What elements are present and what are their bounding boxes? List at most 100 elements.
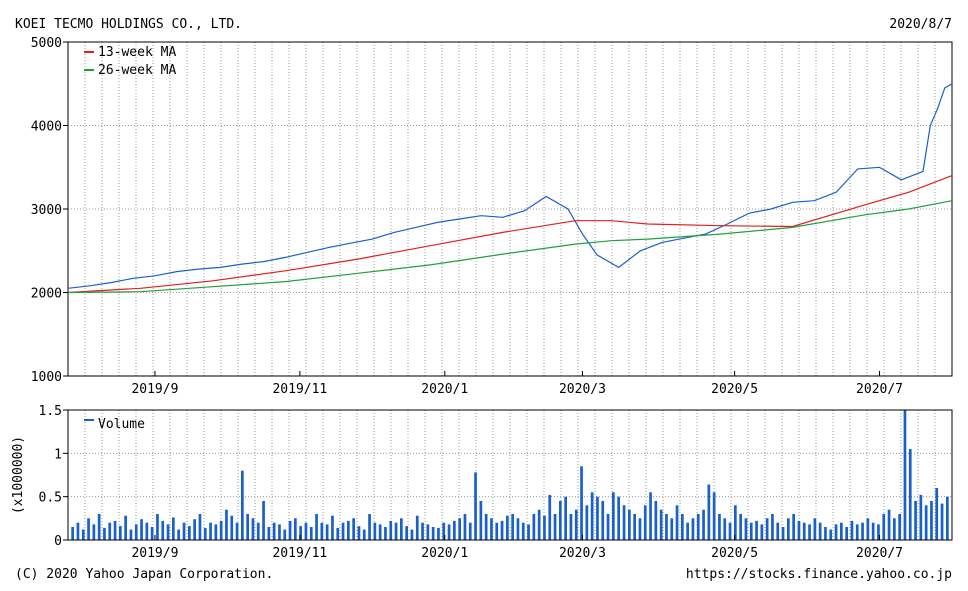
volume-bar <box>336 527 340 540</box>
volume-bar <box>103 527 106 540</box>
volume-bar <box>887 509 891 540</box>
volume-ytick-label: 1.5 <box>39 404 62 419</box>
volume-bar <box>691 518 695 540</box>
volume-bar <box>87 518 90 540</box>
series-line-26-week-ma <box>67 200 953 294</box>
volume-bar <box>617 496 620 540</box>
source-url[interactable]: https://stocks.finance.yahoo.co.jp <box>686 567 952 582</box>
volume-bar <box>182 522 186 540</box>
volume-bar <box>850 520 854 540</box>
volume-bar <box>702 509 705 540</box>
volume-bar <box>400 518 403 540</box>
volume-bar <box>156 514 159 540</box>
volume-bar <box>134 524 138 540</box>
volume-bar <box>670 518 674 540</box>
volume-bar <box>373 522 377 540</box>
volume-bar <box>840 522 843 540</box>
series-line-price <box>67 83 953 289</box>
volume-bar <box>315 514 318 540</box>
copyright-text: (C) 2020 Yahoo Japan Corporation. <box>15 567 273 582</box>
chart-date: 2020/8/7 <box>889 17 952 32</box>
volume-bar <box>479 501 483 540</box>
volume-bar <box>352 518 355 540</box>
legend-entry: 13-week MA <box>98 45 176 60</box>
volume-bar <box>543 515 546 540</box>
volume-bar <box>871 522 875 540</box>
volume-bar <box>384 527 387 540</box>
volume-bar <box>622 505 626 540</box>
volume-bar <box>606 514 610 540</box>
volume-bar <box>341 522 345 540</box>
volume-bar <box>421 522 424 540</box>
volume-bar <box>76 522 80 540</box>
volume-bar <box>707 484 711 540</box>
volume-bar <box>362 529 366 540</box>
volume-bar <box>442 522 446 540</box>
volume-bar <box>813 518 817 540</box>
volume-bar <box>299 526 302 540</box>
volume-bar <box>681 514 684 540</box>
volume-bar <box>357 526 361 540</box>
volume-bar <box>188 526 191 540</box>
volume-bar <box>193 519 196 540</box>
volume-bar <box>235 522 239 540</box>
volume-bar <box>665 514 668 540</box>
volume-bar <box>124 515 127 540</box>
volume-bar <box>638 518 642 540</box>
volume-bar <box>246 514 249 540</box>
volume-bar <box>145 522 149 540</box>
volume-bar <box>749 522 753 540</box>
volume-bar <box>426 524 430 540</box>
volume-bar <box>225 509 228 540</box>
volume-xtick-label: 2020/5 <box>711 546 758 561</box>
volume-bar <box>855 524 859 540</box>
volume-bar <box>203 527 207 540</box>
volume-bar <box>601 501 605 540</box>
volume-bar <box>108 522 112 540</box>
volume-bar <box>643 505 647 540</box>
volume-bar <box>368 514 371 540</box>
volume-bar <box>474 472 477 540</box>
volume-bar <box>771 514 774 540</box>
price-ytick-label: 1000 <box>31 370 62 385</box>
volume-bar <box>739 514 742 540</box>
volume-bar <box>596 496 599 540</box>
volume-bar <box>712 492 716 540</box>
price-xtick-label: 2019/11 <box>272 382 327 397</box>
volume-bar <box>919 494 923 540</box>
volume-bar <box>612 492 615 540</box>
volume-bar <box>214 524 218 540</box>
volume-bar <box>628 509 631 540</box>
volume-bar <box>230 515 234 540</box>
volume-bar <box>267 527 271 540</box>
volume-bar <box>81 529 85 540</box>
volume-xtick-label: 2020/3 <box>559 546 606 561</box>
volume-xtick-label: 2020/7 <box>856 546 903 561</box>
price-xtick-label: 2020/7 <box>856 382 903 397</box>
volume-bar <box>410 529 414 540</box>
volume-bar <box>198 514 202 540</box>
volume-bar <box>718 514 721 540</box>
volume-bar <box>659 509 663 540</box>
volume-bar <box>521 522 525 540</box>
volume-bar <box>278 524 281 540</box>
volume-bar <box>903 410 907 540</box>
volume-bar <box>532 514 536 540</box>
volume-bar <box>675 505 679 540</box>
volume-bar <box>755 520 758 540</box>
volume-bar <box>908 449 912 540</box>
volume-bar <box>734 505 737 540</box>
volume-bar <box>898 514 901 540</box>
volume-bar <box>574 509 578 540</box>
volume-bar <box>845 527 848 540</box>
volume-bar <box>431 527 435 540</box>
volume-bar <box>590 492 594 540</box>
volume-bar <box>818 522 822 540</box>
volume-ytick-label: 0.5 <box>39 491 62 506</box>
volume-bar <box>458 518 461 540</box>
volume-bar <box>140 519 143 540</box>
volume-bar <box>500 520 504 540</box>
price-xtick-label: 2020/1 <box>421 382 468 397</box>
volume-bar <box>347 520 350 540</box>
volume-bar <box>946 496 949 540</box>
